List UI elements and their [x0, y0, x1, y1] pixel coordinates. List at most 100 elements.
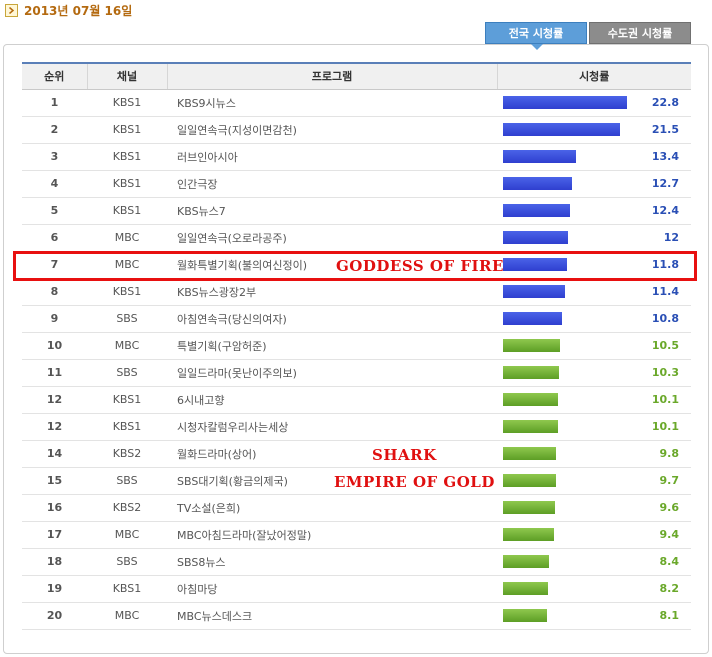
rating-cell: 10.1	[497, 386, 691, 414]
rank-cell: 14	[22, 440, 87, 468]
rating-cell: 8.2	[497, 575, 691, 603]
program-cell: 인간극장	[167, 170, 497, 198]
table-row: 8 KBS1 KBS뉴스광장2부 11.4	[22, 278, 691, 306]
rank-cell: 5	[22, 197, 87, 225]
channel-cell: MBC	[87, 602, 167, 630]
channel-cell: KBS1	[87, 197, 167, 225]
table-row: 19 KBS1 아침마당 8.2	[22, 575, 691, 603]
rank-cell: 17	[22, 521, 87, 549]
program-cell: 일일연속극(지성이면감천)	[167, 116, 497, 144]
rating-cell: 12	[497, 224, 691, 252]
rank-cell: 11	[22, 359, 87, 387]
rating-bar-track	[503, 393, 633, 406]
table-row: 10 MBC 특별기획(구암허준) 10.5	[22, 332, 691, 360]
channel-cell: MBC	[87, 251, 167, 279]
rating-bar	[503, 366, 559, 379]
rating-cell: 10.8	[497, 305, 691, 333]
rating-cell: 13.4	[497, 143, 691, 171]
rating-value: 21.5	[651, 123, 679, 136]
rank-cell: 12	[22, 413, 87, 441]
table-row: 20 MBC MBC뉴스데스크 8.1	[22, 602, 691, 630]
table-row: 15 SBS SBS대기획(황금의제국) 9.7	[22, 467, 691, 495]
rating-bar	[503, 285, 565, 298]
rating-value: 9.7	[659, 474, 680, 487]
channel-cell: SBS	[87, 359, 167, 387]
rank-cell: 18	[22, 548, 87, 576]
program-cell: 6시내고향	[167, 386, 497, 414]
rating-value: 10.8	[651, 312, 679, 325]
rating-bar-track	[503, 258, 633, 271]
program-cell: 특별기획(구암허준)	[167, 332, 497, 360]
rank-cell: 10	[22, 332, 87, 360]
program-cell: 아침연속극(당신의여자)	[167, 305, 497, 333]
channel-cell: SBS	[87, 548, 167, 576]
ratings-table: 순위 채널 프로그램 시청률 1 KBS1 KBS9시뉴스 22.8 2 KBS1 일일연속…	[22, 62, 691, 630]
tab-national[interactable]: 전국 시청률	[485, 22, 587, 44]
rating-value: 22.8	[651, 96, 679, 109]
highlight-box	[13, 251, 697, 281]
channel-cell: MBC	[87, 332, 167, 360]
channel-cell: KBS2	[87, 494, 167, 522]
channel-cell: KBS2	[87, 440, 167, 468]
channel-cell: MBC	[87, 521, 167, 549]
rank-cell: 1	[22, 89, 87, 117]
table-row: 11 SBS 일일드라마(못난이주의보) 10.3	[22, 359, 691, 387]
arrow-right-icon	[5, 3, 18, 17]
rating-bar	[503, 609, 547, 622]
rating-cell: 10.3	[497, 359, 691, 387]
rating-cell: 10.1	[497, 413, 691, 441]
rank-cell: 9	[22, 305, 87, 333]
rating-bar	[503, 312, 562, 325]
rating-cell: 12.7	[497, 170, 691, 198]
rating-value: 13.4	[651, 150, 679, 163]
rating-cell: 9.6	[497, 494, 691, 522]
table-row: 2 KBS1 일일연속극(지성이면감천) 21.5	[22, 116, 691, 144]
annotation-empire-of-gold: EMPIRE OF GOLD	[334, 473, 495, 491]
program-cell: MBC아침드라마(잘났어정말)	[167, 521, 497, 549]
rank-cell: 7	[22, 251, 87, 279]
rating-bar	[503, 231, 568, 244]
rating-bar-track	[503, 366, 633, 379]
table-row: 9 SBS 아침연속극(당신의여자) 10.8	[22, 305, 691, 333]
program-cell: KBS뉴스7	[167, 197, 497, 225]
rank-cell: 16	[22, 494, 87, 522]
rating-value: 10.5	[651, 339, 679, 352]
ratings-panel	[3, 44, 709, 654]
rating-value: 8.2	[659, 582, 680, 595]
rating-cell: 8.4	[497, 548, 691, 576]
rating-cell: 12.4	[497, 197, 691, 225]
channel-cell: KBS1	[87, 386, 167, 414]
rating-bar-track	[503, 150, 633, 163]
table-row: 3 KBS1 러브인아시아 13.4	[22, 143, 691, 171]
rating-value: 8.4	[659, 555, 680, 568]
table-row: 14 KBS2 월화드라마(상어) 9.8	[22, 440, 691, 468]
rating-value: 12.7	[651, 177, 679, 190]
rating-bar-track	[503, 285, 633, 298]
rating-bar	[503, 177, 572, 190]
table-row: 17 MBC MBC아침드라마(잘났어정말) 9.4	[22, 521, 691, 549]
program-cell: 월화특별기획(불의여신정이)	[167, 251, 497, 279]
rating-bar-track	[503, 312, 633, 325]
table-row: 4 KBS1 인간극장 12.7	[22, 170, 691, 198]
rating-value: 10.3	[651, 366, 679, 379]
rating-bar-track	[503, 447, 633, 460]
rating-bar-track	[503, 231, 633, 244]
rating-bar-track	[503, 501, 633, 514]
col-rating-header: 시청률	[496, 62, 691, 90]
rating-bar	[503, 150, 576, 163]
rating-bar-track	[503, 96, 633, 109]
table-row: 18 SBS SBS8뉴스 8.4	[22, 548, 691, 576]
tab-capital-area[interactable]: 수도권 시청률	[589, 22, 691, 44]
rating-bar-track	[503, 177, 633, 190]
channel-cell: KBS1	[87, 413, 167, 441]
channel-cell: KBS1	[87, 116, 167, 144]
rating-value: 12.4	[651, 204, 679, 217]
program-cell: 러브인아시아	[167, 143, 497, 171]
rating-bar	[503, 123, 620, 136]
rating-bar-track	[503, 555, 633, 568]
col-program-header: 프로그램	[166, 62, 497, 90]
channel-cell: SBS	[87, 467, 167, 495]
rating-value: 8.1	[659, 609, 680, 622]
rating-value: 10.1	[651, 420, 679, 433]
annotation-goddess-of-fire: GODDESS OF FIRE	[336, 257, 504, 275]
